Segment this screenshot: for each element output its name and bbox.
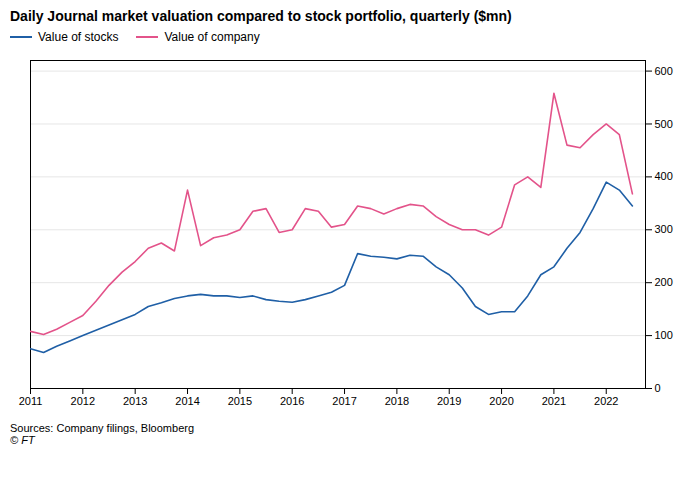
svg-text:2019: 2019: [437, 395, 461, 407]
svg-text:400: 400: [655, 170, 673, 182]
html-text:Sources: Company filings, Bloo: Sources: Company filings, Bloomberg: [10, 422, 194, 434]
html-text:Value of stocks: Value of stocks: [38, 30, 119, 44]
svg-text:2021: 2021: [542, 395, 566, 407]
svg-text:2013: 2013: [123, 395, 147, 407]
html-text:Daily Journal market valuation: Daily Journal market valuation compared …: [10, 8, 512, 24]
svg-text:2018: 2018: [385, 395, 409, 407]
svg-text:600: 600: [655, 65, 673, 77]
svg-text:2012: 2012: [71, 395, 95, 407]
svg-text:2015: 2015: [228, 395, 252, 407]
svg-text:100: 100: [655, 329, 673, 341]
svg-text:0: 0: [655, 382, 661, 394]
svg-text:2011: 2011: [19, 395, 43, 407]
svg-text:500: 500: [655, 118, 673, 130]
svg-text:2022: 2022: [594, 395, 618, 407]
svg-text:2016: 2016: [280, 395, 304, 407]
svg-text:2017: 2017: [332, 395, 356, 407]
html-text:Value of company: Value of company: [164, 30, 260, 44]
html-text:© FT: © FT: [10, 434, 35, 446]
svg-text:2014: 2014: [175, 395, 199, 407]
svg-text:300: 300: [655, 223, 673, 235]
svg-text:200: 200: [655, 276, 673, 288]
svg-text:2020: 2020: [489, 395, 513, 407]
